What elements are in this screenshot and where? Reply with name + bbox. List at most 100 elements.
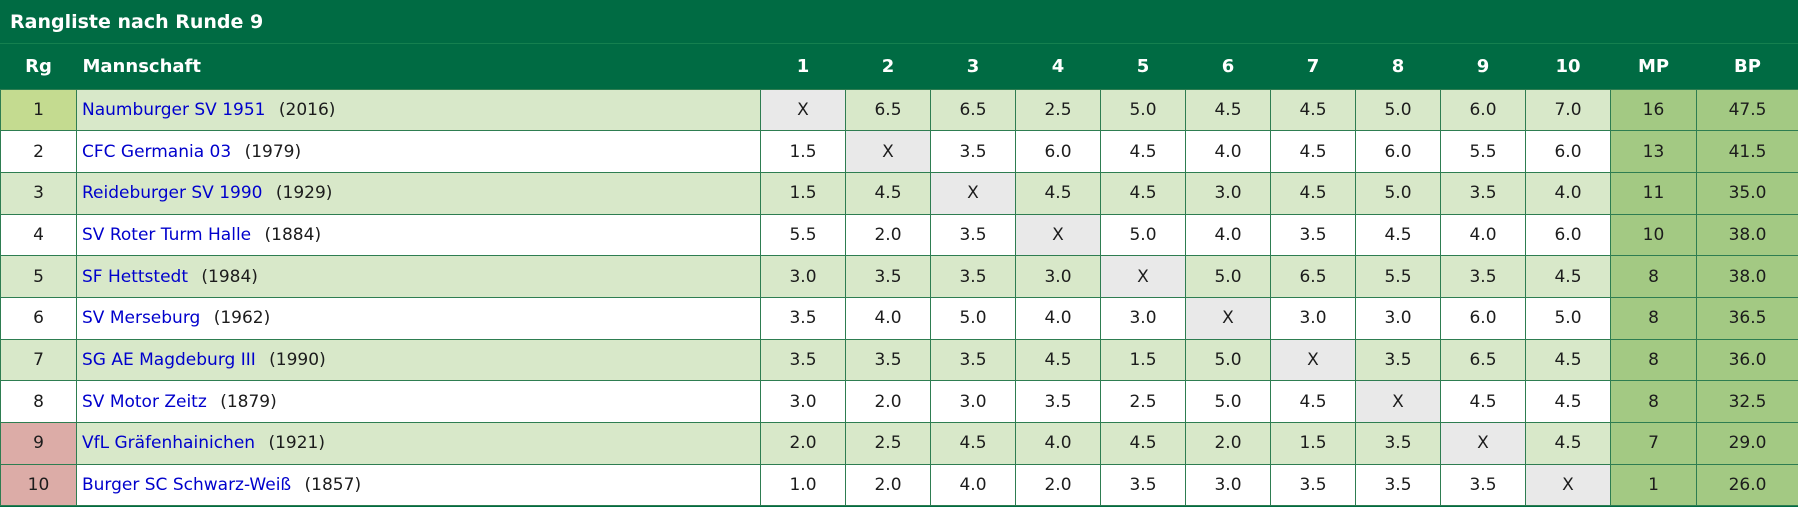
- result-cell-vs-1: 1.0: [760, 463, 846, 507]
- team-rating: (1929): [275, 183, 333, 204]
- rank-cell: 5: [0, 255, 77, 298]
- column-header-opponent-2: 2: [845, 44, 931, 89]
- match-points-cell: 8: [1610, 255, 1697, 298]
- result-cell-vs-3: 5.0: [930, 296, 1016, 340]
- result-cell-vs-6: 5.0: [1185, 380, 1271, 423]
- team-cell: SF Hettstedt (1984): [76, 255, 761, 298]
- team-cell: Burger SC Schwarz-Weiß (1857): [76, 463, 761, 507]
- team-rating: (1884): [264, 224, 322, 245]
- column-header-board-points: BP: [1696, 44, 1798, 89]
- page-title: Rangliste nach Runde 9: [0, 0, 1798, 44]
- board-points-cell: 36.5: [1696, 296, 1798, 340]
- result-cell-vs-10: 4.5: [1525, 338, 1611, 382]
- column-header-opponent-1: 1: [760, 44, 846, 89]
- team-link[interactable]: SV Roter Turm Halle: [82, 224, 252, 245]
- result-cell-vs-2: 3.5: [845, 255, 931, 298]
- result-cell-vs-8: 5.0: [1355, 171, 1441, 215]
- result-cell-vs-5: 5.0: [1100, 213, 1186, 257]
- result-cell-vs-1: 1.5: [760, 130, 846, 173]
- table-row: 5 SF Hettstedt (1984) 3.0 3.5 3.5 3.0 X …: [0, 255, 1798, 298]
- team-link[interactable]: Reideburger SV 1990: [82, 183, 263, 204]
- board-points-cell: 36.0: [1696, 338, 1798, 382]
- result-cell-vs-8: 3.0: [1355, 296, 1441, 340]
- result-cell-vs-10: 6.0: [1525, 213, 1611, 257]
- team-rating: (1857): [304, 475, 362, 496]
- result-cell-vs-3: 3.5: [930, 213, 1016, 257]
- team-cell: VfL Gräfenhainichen (1921): [76, 422, 761, 465]
- rank-cell: 2: [0, 130, 77, 173]
- result-cell-vs-5: 4.5: [1100, 171, 1186, 215]
- result-cell-vs-8: 3.5: [1355, 422, 1441, 465]
- column-header-opponent-8: 8: [1355, 44, 1441, 89]
- result-cell-vs-8: 5.0: [1355, 88, 1441, 132]
- result-cell-vs-9: X: [1440, 422, 1526, 465]
- result-cell-vs-6: 2.0: [1185, 422, 1271, 465]
- result-cell-vs-8: 5.5: [1355, 255, 1441, 298]
- team-link[interactable]: Burger SC Schwarz-Weiß: [82, 475, 292, 496]
- team-rating: (1879): [220, 391, 277, 412]
- result-cell-vs-5: 3.0: [1100, 296, 1186, 340]
- result-cell-vs-6: 4.0: [1185, 213, 1271, 257]
- result-cell-vs-3: 3.5: [930, 338, 1016, 382]
- result-cell-vs-3: 4.0: [930, 463, 1016, 507]
- result-cell-vs-9: 3.5: [1440, 255, 1526, 298]
- team-rating: (1979): [244, 141, 302, 162]
- result-cell-vs-4: X: [1015, 213, 1101, 257]
- result-cell-vs-9: 4.0: [1440, 213, 1526, 257]
- table-row: 3 Reideburger SV 1990 (1929) 1.5 4.5 X 4…: [0, 171, 1798, 215]
- team-link[interactable]: Naumburger SV 1951: [82, 99, 266, 120]
- result-cell-vs-10: 4.5: [1525, 255, 1611, 298]
- result-cell-vs-2: 2.0: [845, 380, 931, 423]
- team-cell: SV Roter Turm Halle (1884): [76, 213, 761, 257]
- result-cell-vs-3: 3.5: [930, 130, 1016, 173]
- result-cell-vs-9: 3.5: [1440, 463, 1526, 507]
- team-link[interactable]: SF Hettstedt: [82, 266, 188, 287]
- result-cell-vs-8: 4.5: [1355, 213, 1441, 257]
- result-cell-vs-7: 4.5: [1270, 130, 1356, 173]
- rank-cell: 10: [0, 463, 77, 507]
- column-header-opponent-7: 7: [1270, 44, 1356, 89]
- team-rating: (1984): [201, 266, 258, 287]
- result-cell-vs-4: 4.5: [1015, 338, 1101, 382]
- result-cell-vs-9: 6.0: [1440, 88, 1526, 132]
- result-cell-vs-1: 3.5: [760, 338, 846, 382]
- column-header-opponent-4: 4: [1015, 44, 1101, 89]
- result-cell-vs-10: 6.0: [1525, 130, 1611, 173]
- rank-cell: 3: [0, 171, 77, 215]
- result-cell-vs-4: 4.0: [1015, 296, 1101, 340]
- result-cell-vs-6: 3.0: [1185, 171, 1271, 215]
- rank-cell: 8: [0, 380, 77, 423]
- board-points-cell: 29.0: [1696, 422, 1798, 465]
- result-cell-vs-5: 3.5: [1100, 463, 1186, 507]
- result-cell-vs-5: 4.5: [1100, 422, 1186, 465]
- column-header-match-points: MP: [1610, 44, 1697, 89]
- column-header-team: Mannschaft: [76, 44, 761, 89]
- result-cell-vs-3: 4.5: [930, 422, 1016, 465]
- team-link[interactable]: SG AE Magdeburg III: [82, 349, 256, 370]
- team-link[interactable]: SV Motor Zeitz: [82, 391, 207, 412]
- result-cell-vs-10: X: [1525, 463, 1611, 507]
- team-cell: SV Merseburg (1962): [76, 296, 761, 340]
- team-rating: (1921): [268, 433, 325, 454]
- result-cell-vs-5: 4.5: [1100, 130, 1186, 173]
- result-cell-vs-8: X: [1355, 380, 1441, 423]
- rank-cell: 6: [0, 296, 77, 340]
- result-cell-vs-1: X: [760, 88, 846, 132]
- rank-cell: 4: [0, 213, 77, 257]
- table-row: 6 SV Merseburg (1962) 3.5 4.0 5.0 4.0 3.…: [0, 296, 1798, 340]
- team-link[interactable]: CFC Germania 03: [82, 141, 232, 162]
- team-link[interactable]: VfL Gräfenhainichen: [82, 433, 256, 454]
- result-cell-vs-7: 1.5: [1270, 422, 1356, 465]
- result-cell-vs-7: 4.5: [1270, 88, 1356, 132]
- team-cell: SV Motor Zeitz (1879): [76, 380, 761, 423]
- team-rating: (1962): [213, 308, 271, 329]
- result-cell-vs-1: 2.0: [760, 422, 846, 465]
- result-cell-vs-1: 3.0: [760, 255, 846, 298]
- team-link[interactable]: SV Merseburg: [82, 308, 201, 329]
- result-cell-vs-7: 4.5: [1270, 171, 1356, 215]
- team-rating: (2016): [278, 99, 336, 120]
- column-header-opponent-5: 5: [1100, 44, 1186, 89]
- column-header-opponent-6: 6: [1185, 44, 1271, 89]
- result-cell-vs-4: 2.5: [1015, 88, 1101, 132]
- result-cell-vs-10: 7.0: [1525, 88, 1611, 132]
